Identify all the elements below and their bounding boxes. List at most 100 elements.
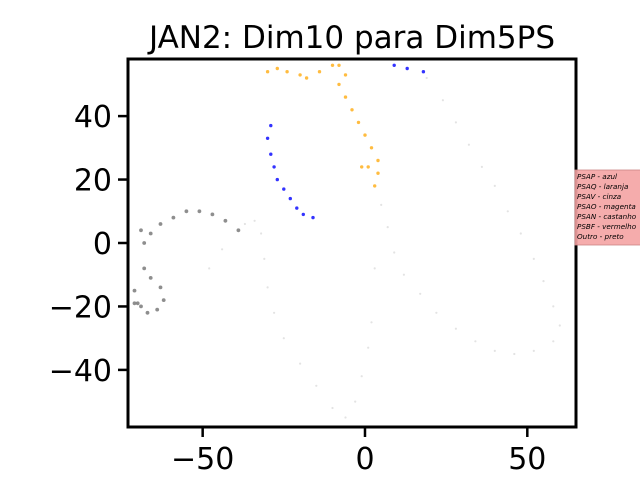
scatter-point	[148, 231, 153, 236]
y-tick-label: 40	[74, 100, 112, 135]
scatter-point	[253, 219, 256, 222]
scatter-point	[552, 305, 555, 308]
scatter-point	[354, 400, 357, 403]
scatter-point	[148, 276, 153, 280]
scatter-point	[337, 82, 341, 87]
scatter-point	[552, 340, 555, 343]
x-tick-label: 0	[355, 442, 374, 477]
scatter-point	[275, 66, 279, 71]
scatter-point	[435, 311, 438, 314]
scatter-point	[405, 66, 409, 71]
scatter-point	[299, 362, 302, 365]
scatter-point	[282, 187, 286, 191]
x-tick-label: −50	[171, 442, 234, 477]
legend-entry: PSAQ - laranja	[577, 182, 628, 191]
scatter-point	[376, 171, 380, 175]
legend-entry: Outro - preto	[577, 232, 624, 241]
scatter-point	[344, 416, 347, 419]
scatter-point	[269, 123, 273, 128]
scatter-point	[366, 165, 370, 169]
scatter-point	[210, 212, 215, 217]
scatter-point	[260, 232, 263, 235]
legend-entry: PSAV - cinza	[577, 192, 621, 201]
scatter-point	[402, 273, 405, 276]
scatter-point	[158, 285, 163, 290]
scatter-point	[243, 222, 246, 226]
scatter-point	[343, 73, 348, 77]
scatter-point	[135, 301, 140, 306]
scatter-point	[441, 99, 444, 102]
scatter-point	[158, 222, 163, 226]
scatter-series	[132, 209, 241, 315]
scatter-point	[392, 63, 396, 67]
scatter-point	[223, 218, 228, 223]
scatter-point	[373, 184, 377, 188]
scatter-point	[139, 228, 143, 233]
scatter-series	[208, 76, 561, 419]
scatter-point	[139, 304, 143, 309]
scatter-point	[315, 384, 318, 387]
scatter-point	[386, 226, 389, 229]
scatter-point	[393, 251, 396, 254]
scatter-point	[265, 70, 270, 74]
scatter-point	[330, 63, 335, 67]
scatter-point	[311, 215, 315, 220]
scatter-point	[265, 136, 270, 140]
x-axis-ticks: −50 0 50	[171, 427, 546, 477]
plot-background	[128, 59, 576, 427]
scatter-point	[337, 63, 341, 67]
scatter-point	[161, 298, 166, 302]
scatter-point	[360, 375, 363, 378]
scatter-point	[197, 209, 202, 214]
x-tick-label: 50	[508, 442, 546, 477]
scatter-point	[474, 340, 477, 343]
scatter-point	[380, 203, 383, 206]
y-tick-label: 20	[74, 164, 112, 199]
scatter-point	[298, 73, 302, 77]
scatter-point	[367, 346, 370, 349]
scatter-point	[275, 177, 279, 182]
scatter-point	[360, 165, 364, 169]
scatter-point	[454, 327, 457, 330]
scatter-point	[155, 307, 160, 312]
scatter-point	[331, 406, 334, 410]
scatter-point	[263, 257, 266, 260]
y-tick-label: −40	[49, 354, 112, 389]
scatter-point	[266, 286, 269, 289]
scatter-point	[532, 349, 535, 352]
scatter-point	[208, 267, 211, 270]
scatter-point	[373, 267, 376, 270]
scatter-point	[369, 146, 374, 150]
scatter-point	[506, 210, 509, 213]
scatter-point	[269, 152, 273, 156]
scatter-point	[343, 95, 348, 99]
scatter-point	[132, 288, 137, 293]
scatter-point	[142, 241, 147, 245]
scatter-point	[542, 280, 545, 283]
scatter-point	[513, 352, 516, 356]
scatter-point	[493, 184, 496, 187]
scatter-point	[273, 311, 276, 314]
scatter-point	[532, 257, 535, 260]
scatter-point	[480, 165, 483, 168]
scatter-point	[132, 301, 137, 306]
scatter-point	[558, 324, 561, 327]
legend-entry: PSBF - vermelho	[577, 222, 637, 231]
scatter-series	[265, 63, 426, 220]
scatter-point	[519, 232, 522, 235]
scatter-point	[376, 158, 380, 163]
legend-background	[574, 169, 640, 246]
scatter-point	[171, 215, 176, 220]
scatter-point	[288, 196, 292, 201]
legend-entry: PSAP - azul	[577, 172, 617, 181]
scatter-series	[265, 63, 380, 188]
legend-box: PSAP - azul PSAQ - laranja PSAV - cinza …	[574, 169, 640, 246]
scatter-points	[132, 63, 561, 419]
scatter-point	[301, 212, 305, 217]
legend-entry: PSAO - magenta	[577, 202, 636, 211]
scatter-point	[184, 209, 189, 214]
scatter-point	[454, 121, 457, 124]
scatter-point	[142, 266, 147, 271]
scatter-point	[145, 310, 150, 315]
